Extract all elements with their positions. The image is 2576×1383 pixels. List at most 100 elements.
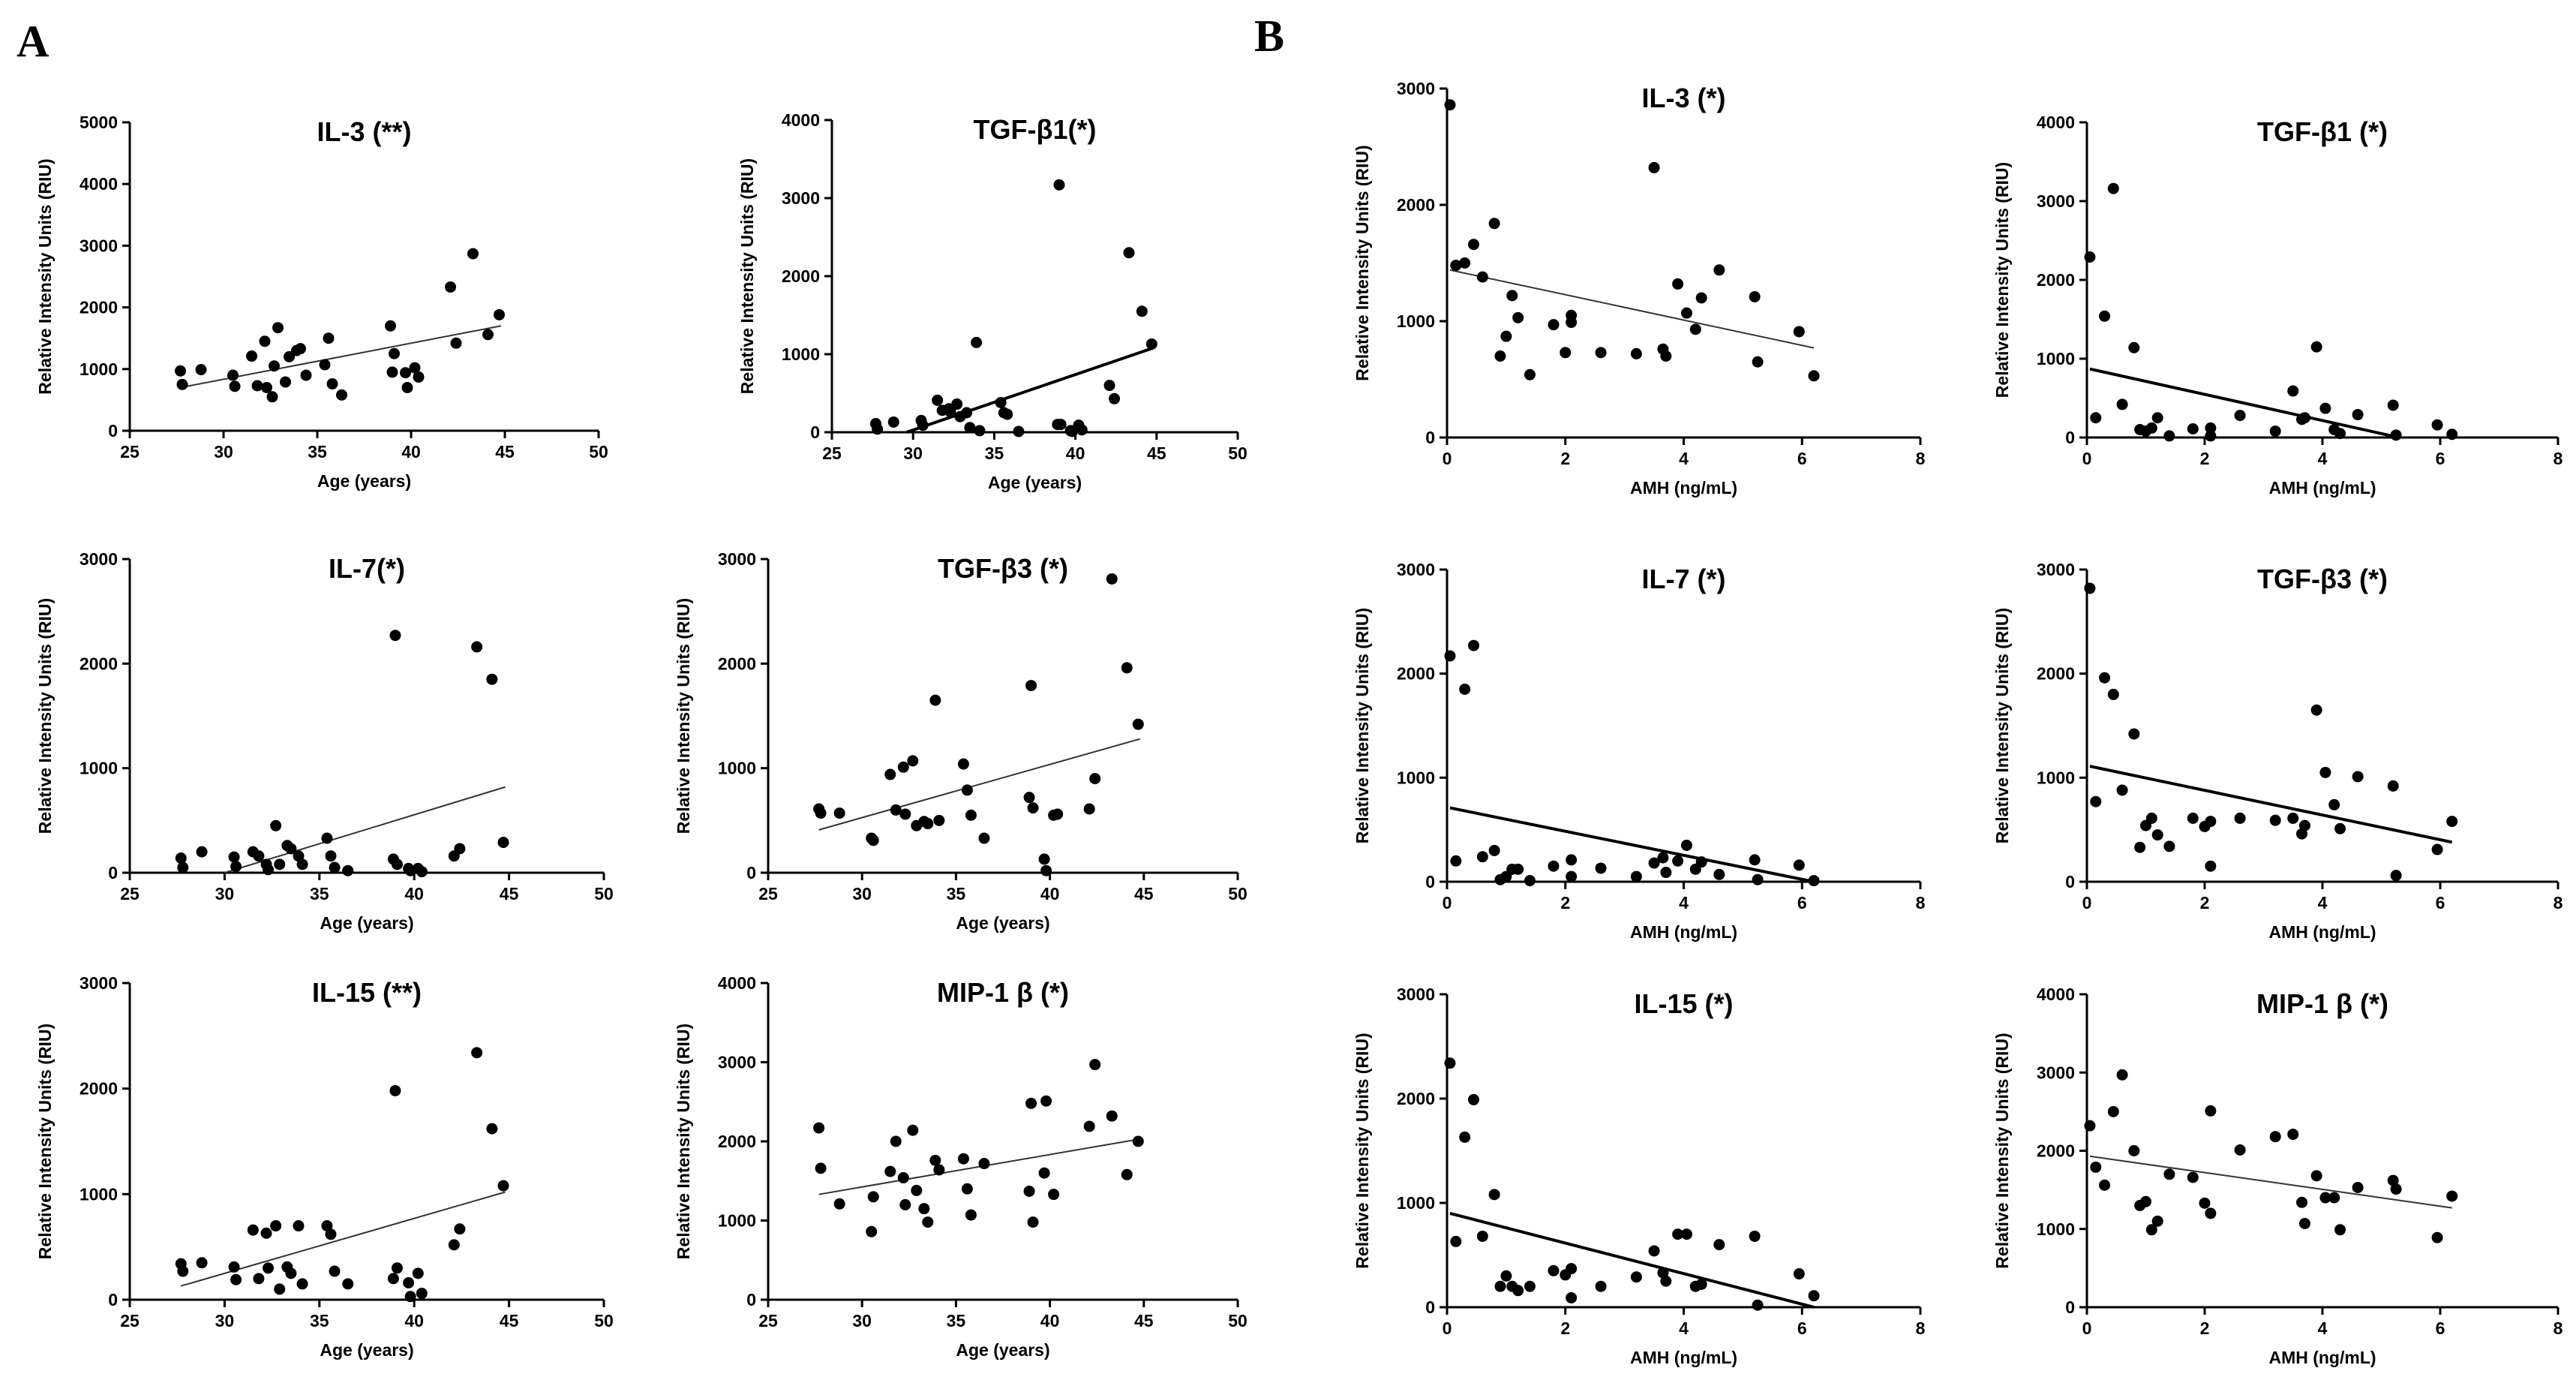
data-point <box>1494 1280 1506 1292</box>
data-point <box>1076 424 1088 436</box>
x-tick-label: 40 <box>1040 884 1060 903</box>
x-tick-label: 45 <box>1147 443 1166 463</box>
y-tick-label: 1000 <box>1397 311 1435 331</box>
data-point <box>884 1165 896 1177</box>
data-point <box>2319 1192 2331 1204</box>
x-tick-label: 40 <box>404 884 424 903</box>
x-tick-label: 2 <box>1560 1318 1570 1338</box>
chart-11: 0 2 4 6 8 0 1000 2000 3000 IL-15 (*) AMH (ng/mL) Re… <box>1353 985 1926 1367</box>
data-point <box>1109 392 1121 404</box>
x-tick-label: 25 <box>120 884 140 903</box>
y-tick-label: 0 <box>1425 1297 1435 1317</box>
data-point <box>867 1191 879 1203</box>
chart-4: 25 30 35 40 45 50 0 1000 2000 3000 TGF-β3 (*) Age (… <box>674 549 1247 933</box>
data-point <box>1450 260 1462 272</box>
data-point <box>400 367 411 379</box>
data-point <box>1695 292 1707 304</box>
data-point <box>899 1198 911 1210</box>
y-tick-label: 4000 <box>782 110 820 130</box>
data-point <box>957 758 969 770</box>
data-point <box>887 416 899 428</box>
x-tick-label: 30 <box>903 443 923 463</box>
data-point <box>404 1291 416 1303</box>
data-point <box>1512 311 1524 323</box>
data-point <box>486 1123 498 1135</box>
data-point <box>263 864 275 876</box>
data-point <box>1648 1245 1660 1257</box>
data-point <box>2163 1168 2175 1180</box>
data-point <box>2084 582 2096 594</box>
data-point <box>2090 412 2102 424</box>
data-point <box>944 406 956 418</box>
data-point <box>270 1220 282 1232</box>
x-tick-label: 0 <box>2082 449 2092 468</box>
x-tick-label: 30 <box>215 884 235 903</box>
data-point <box>2352 771 2364 783</box>
data-point <box>911 1184 923 1196</box>
data-point <box>1083 1120 1095 1132</box>
data-point <box>1793 1268 1805 1280</box>
data-point <box>815 1162 827 1174</box>
data-point <box>961 1183 973 1195</box>
data-point <box>1089 1059 1101 1071</box>
data-point <box>2310 341 2322 353</box>
data-point <box>300 369 312 381</box>
data-point <box>196 1257 208 1269</box>
data-point <box>1648 857 1660 869</box>
data-point <box>2310 704 2322 716</box>
data-point <box>1488 844 1500 856</box>
data-point <box>1048 1189 1060 1201</box>
data-point <box>2099 310 2111 322</box>
data-point <box>329 861 341 873</box>
x-tick-label: 30 <box>852 884 872 903</box>
data-point <box>884 768 896 780</box>
data-point <box>2446 816 2458 828</box>
data-point <box>323 332 335 344</box>
x-tick-label: 50 <box>594 884 614 903</box>
x-tick-label: 45 <box>1134 1311 1154 1330</box>
data-point <box>2269 1131 2281 1143</box>
data-point <box>259 335 271 347</box>
data-point <box>1506 290 1518 302</box>
x-tick-label: 25 <box>822 443 842 463</box>
panel-label-b: B <box>1254 11 1284 61</box>
y-tick-label: 0 <box>810 422 820 442</box>
data-point <box>272 322 284 334</box>
data-point <box>2090 795 2102 807</box>
data-point <box>2084 251 2096 263</box>
y-axis-label: Relative Intensity Units (RIU) <box>1353 1033 1372 1268</box>
x-axis-label: AMH (ng/mL) <box>2268 1348 2376 1367</box>
data-point <box>897 761 909 773</box>
data-point <box>1055 419 1067 431</box>
y-tick-label: 1000 <box>2037 768 2075 787</box>
x-tick-label: 45 <box>495 442 515 462</box>
data-point <box>2116 784 2128 796</box>
data-point <box>175 365 186 377</box>
data-point <box>1680 1228 1692 1240</box>
y-tick-label: 3000 <box>80 236 118 255</box>
data-point <box>2234 1144 2246 1156</box>
x-axis-label: Age (years) <box>956 1340 1049 1360</box>
data-point <box>325 1228 337 1240</box>
data-point <box>2163 840 2175 852</box>
data-point <box>266 391 278 403</box>
data-point <box>974 425 986 437</box>
y-tick-label: 3000 <box>718 549 756 569</box>
data-point <box>2234 812 2246 824</box>
chart-7: 0 2 4 6 8 0 1000 2000 3000 IL-3 (*) AMH (ng/mL) Rel… <box>1353 79 1926 498</box>
chart-title: IL-7 (*) <box>1642 564 1726 594</box>
data-point <box>2296 1196 2308 1208</box>
y-tick-label: 2000 <box>1397 664 1435 684</box>
chart-title: TGF-β3 (*) <box>2257 564 2388 594</box>
data-point <box>1630 870 1642 882</box>
x-tick-label: 4 <box>1679 893 1689 912</box>
x-tick-label: 35 <box>308 442 327 462</box>
data-point <box>1038 1167 1050 1179</box>
data-point <box>269 360 280 372</box>
data-point <box>907 1124 919 1136</box>
data-point <box>833 1198 845 1210</box>
x-tick-label: 4 <box>1679 449 1689 468</box>
y-tick-label: 3000 <box>2037 1063 2075 1082</box>
data-point <box>1444 99 1456 111</box>
